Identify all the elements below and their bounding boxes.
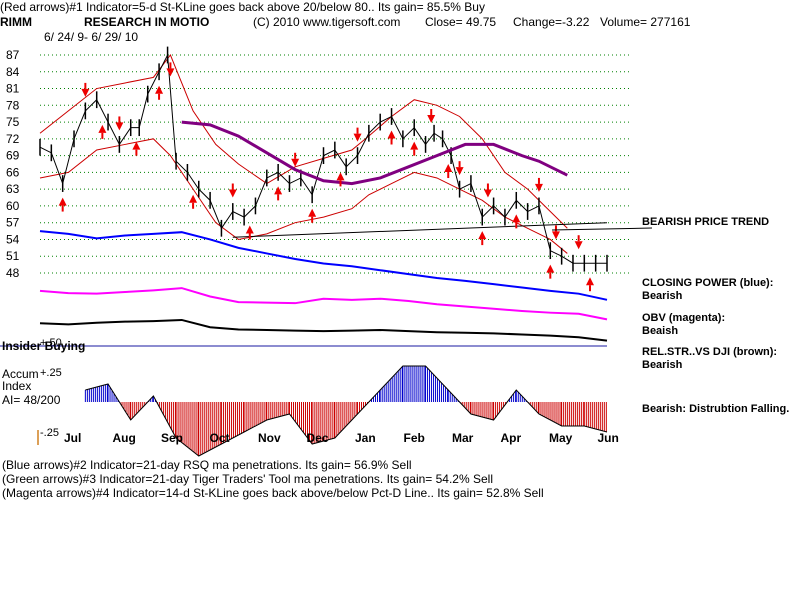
lower-band-line <box>39 138 568 254</box>
down-arrow-icon <box>353 133 362 142</box>
relstr-annotation: REL.STR..VS DJI (brown): <box>642 346 778 358</box>
bearish-trendline <box>232 222 608 238</box>
accum-ma-line <box>85 365 608 457</box>
down-arrow-icon <box>427 114 436 123</box>
up-arrow-icon <box>336 172 345 181</box>
down-arrow-icon <box>115 122 124 131</box>
indicator-lines <box>39 222 608 342</box>
y-tick-label: 51 <box>6 249 20 263</box>
down-arrow-icon <box>551 231 560 240</box>
accum-tick-label: +.25 <box>40 367 62 379</box>
y-tick-label: 66 <box>6 165 20 179</box>
moving-average <box>181 120 568 186</box>
month-label: Jun <box>598 431 619 445</box>
up-arrow-icon <box>478 231 487 240</box>
up-arrow-icon <box>585 277 594 286</box>
obv-status: Beaish <box>642 325 679 337</box>
month-label: Mar <box>452 431 474 445</box>
volume-value: Volume= 277161 <box>600 15 691 29</box>
accum-tick-label: -.25 <box>40 427 59 439</box>
y-tick-label: 78 <box>6 98 20 112</box>
company-label: RESEARCH IN MOTIO <box>84 15 210 29</box>
price-gridlines <box>40 54 632 274</box>
insider-buying-label: Insider Buying <box>2 339 86 353</box>
up-arrow-icon <box>98 124 107 133</box>
up-arrow-icon <box>512 214 521 223</box>
up-arrow-icon <box>245 225 254 234</box>
down-arrow-icon <box>291 158 300 167</box>
signal-arrows <box>58 62 594 292</box>
accum-label: Accum <box>2 367 39 381</box>
month-label: Aug <box>113 431 136 445</box>
price-bands <box>39 53 568 254</box>
down-arrow-icon <box>574 241 583 250</box>
obv-line <box>39 287 608 321</box>
down-arrow-icon <box>81 88 90 97</box>
copyright-label: (C) 2010 www.tigersoft.com <box>253 15 401 29</box>
symbol-label: RIMM <box>0 15 32 29</box>
up-arrow-icon <box>155 85 164 94</box>
month-label: Feb <box>404 431 425 445</box>
y-tick-label: 48 <box>6 266 20 280</box>
y-tick-label: 60 <box>6 199 20 213</box>
month-label: Oct <box>210 431 230 445</box>
down-arrow-icon <box>534 183 543 192</box>
down-arrow-icon <box>455 167 464 176</box>
month-label: Dec <box>307 431 329 445</box>
price-series <box>39 46 608 272</box>
up-arrow-icon <box>274 186 283 195</box>
relstr-status: Bearish <box>642 359 683 371</box>
month-label: Apr <box>501 431 522 445</box>
footer-magenta-arrows: (Magenta arrows)#4 Indicator=14-d St-KLi… <box>2 486 544 500</box>
y-tick-label: 84 <box>6 65 20 79</box>
month-label: Jan <box>355 431 376 445</box>
month-axis: Jul Aug Sep Oct Nov Dec Jan Feb Mar Apr May Jun <box>64 431 619 445</box>
month-label: Sep <box>161 431 183 445</box>
up-arrow-icon <box>410 141 419 150</box>
distribution-annotation: Bearish: Distrubtion Falling. <box>642 403 790 415</box>
bearish-trend-annotation: BEARISH PRICE TREND <box>642 216 770 228</box>
up-arrow-icon <box>546 264 555 273</box>
up-arrow-icon <box>308 208 317 217</box>
index-label: Index <box>2 379 32 393</box>
y-tick-label: 72 <box>6 132 20 146</box>
month-label: Nov <box>258 431 281 445</box>
price-axis-ticks: 87 84 81 78 75 72 69 66 63 60 57 54 51 48 <box>6 48 20 280</box>
up-arrow-icon <box>132 141 141 150</box>
up-arrow-icon <box>387 130 396 139</box>
month-label: Jul <box>64 431 81 445</box>
closing-power-annotation: CLOSING POWER (blue): <box>642 277 774 289</box>
ai-value: AI= 48/200 <box>2 393 61 407</box>
footer-blue-arrows: (Blue arrows)#2 Indicator=21-day RSQ ma … <box>2 458 412 472</box>
relstr-line <box>39 318 608 342</box>
month-label: May <box>549 431 573 445</box>
up-arrow-icon <box>189 194 198 203</box>
footer-green-arrows: (Green arrows)#3 Indicator=21-day Tiger … <box>2 472 493 486</box>
y-tick-label: 87 <box>6 48 20 62</box>
bearish-annotation-pointer <box>551 227 653 231</box>
close-value: Close= 49.75 <box>425 15 497 29</box>
change-value: Change=-3.22 <box>513 15 590 29</box>
y-tick-label: 75 <box>6 115 20 129</box>
closing-power-line <box>39 230 608 301</box>
closing-power-status: Bearish <box>642 290 683 302</box>
moving-average-line <box>181 120 568 186</box>
y-tick-label: 69 <box>6 149 20 163</box>
obv-annotation: OBV (magenta): <box>642 312 726 324</box>
up-arrow-icon <box>58 197 67 206</box>
y-tick-label: 54 <box>6 232 20 246</box>
down-arrow-icon <box>228 189 237 198</box>
up-arrow-icon <box>444 164 453 173</box>
y-tick-label: 81 <box>6 82 20 96</box>
accum-index-panel: +.50+.25-.25 <box>40 337 608 457</box>
y-tick-label: 57 <box>6 216 20 230</box>
down-arrow-icon <box>166 68 175 77</box>
y-tick-label: 63 <box>6 182 20 196</box>
date-range: 6/ 24/ 9- 6/ 29/ 10 <box>44 30 139 44</box>
down-arrow-icon <box>483 189 492 198</box>
header-indicator-line: (Red arrows)#1 Indicator=5-d St-KLine go… <box>0 0 485 14</box>
